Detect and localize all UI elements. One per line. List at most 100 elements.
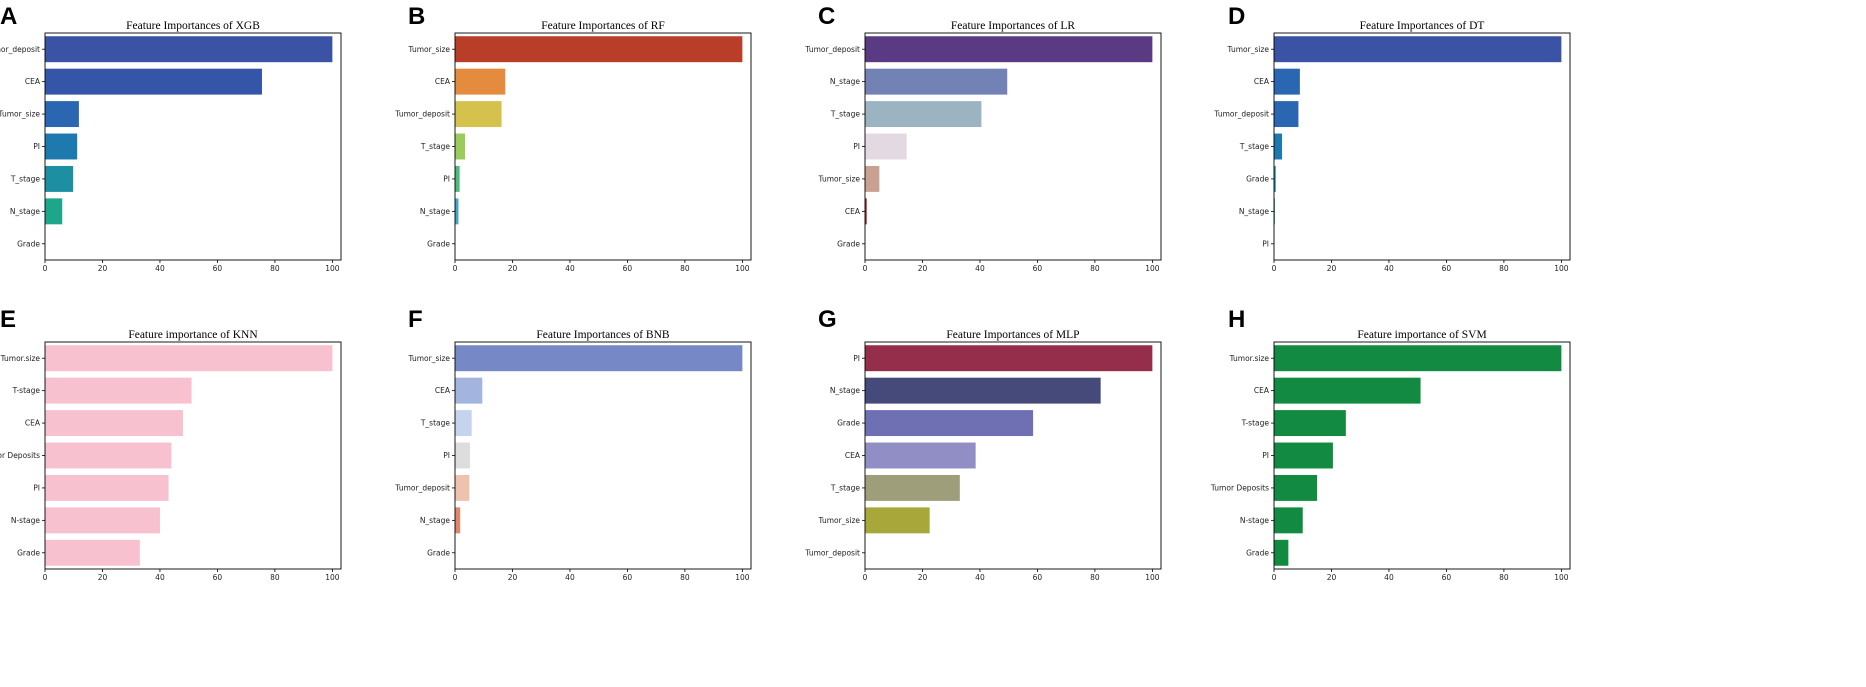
bar-tumor-size xyxy=(455,345,743,372)
chart-title: Feature importance of KNN xyxy=(128,329,258,341)
bar-tumor-size xyxy=(1274,345,1562,372)
bar-cea xyxy=(1274,68,1300,95)
axes-frame xyxy=(44,341,342,570)
bar-tumor-size xyxy=(1274,36,1562,63)
y-tick-label: T_stage xyxy=(10,175,41,184)
y-tick-label: Tumor Deposits xyxy=(0,451,40,460)
x-tick-label: 40 xyxy=(1384,573,1394,582)
x-tick-label: 60 xyxy=(1442,264,1452,273)
x-tick-label: 60 xyxy=(1442,573,1452,582)
y-tick-label: PI xyxy=(443,175,450,184)
bar-t-stage xyxy=(45,165,74,192)
y-tick-label: Tumor_deposit xyxy=(804,548,860,557)
y-tick-label: PI xyxy=(1262,451,1269,460)
y-tick-label: Tumor_size xyxy=(408,354,451,363)
bar-tumor-deposit xyxy=(455,101,502,128)
bar-t-stage xyxy=(455,133,466,160)
y-tick-label: Tumor_size xyxy=(818,516,861,525)
y-tick-label: PI xyxy=(853,354,860,363)
bar-n-stage xyxy=(45,198,63,225)
chart-title: Feature Importances of RF xyxy=(541,20,665,32)
x-tick-label: 100 xyxy=(735,573,750,582)
bar-n-stage xyxy=(45,507,160,534)
x-tick-label: 100 xyxy=(325,573,340,582)
y-tick-label: Tumor Deposits xyxy=(1210,484,1269,493)
y-tick-label: Grade xyxy=(17,548,40,557)
y-tick-label: T_stage xyxy=(830,484,861,493)
y-tick-label: Tumor_size xyxy=(0,110,40,119)
bar-n-stage xyxy=(455,198,459,225)
x-tick-label: 20 xyxy=(918,573,928,582)
bar-cea xyxy=(455,377,483,404)
bar-grade xyxy=(45,539,140,566)
y-tick-label: Tumor_deposit xyxy=(1213,110,1269,119)
chart-title: Feature Importances of BNB xyxy=(536,329,670,341)
y-tick-label: Grade xyxy=(1246,548,1269,557)
bar-tumor-deposit xyxy=(865,36,1153,63)
bar-t-stage xyxy=(1274,133,1283,160)
chart-panel-e: E Feature importance of KNN Tumor.size T-st… xyxy=(0,306,342,582)
x-tick-label: 0 xyxy=(1272,573,1277,582)
bar-t-stage xyxy=(865,474,960,501)
bar-cea xyxy=(455,68,506,95)
y-tick-label: CEA xyxy=(1254,77,1270,86)
x-tick-label: 0 xyxy=(43,264,48,273)
x-tick-label: 80 xyxy=(1090,264,1100,273)
bar-pi xyxy=(455,442,470,469)
bar-pi xyxy=(865,345,1153,372)
chart-title: Feature Importances of XGB xyxy=(126,20,260,32)
chart-title: Feature Importances of LR xyxy=(951,20,1076,32)
bar-n-stage xyxy=(865,68,1008,95)
y-tick-label: CEA xyxy=(25,77,41,86)
chart-panel-c: C Feature Importances of LR Tumor_deposit N… xyxy=(804,3,1162,273)
x-tick-label: 100 xyxy=(1145,264,1160,273)
bar-tumor-size xyxy=(865,507,930,534)
y-tick-label: N-stage xyxy=(1240,516,1270,525)
panel-letter: H xyxy=(1228,306,1245,333)
x-tick-label: 20 xyxy=(98,264,108,273)
x-tick-label: 80 xyxy=(270,573,280,582)
bar-tumor-size xyxy=(45,345,333,372)
chart-title: Feature Importances of DT xyxy=(1360,20,1485,32)
x-tick-label: 80 xyxy=(270,264,280,273)
x-tick-label: 100 xyxy=(735,264,750,273)
x-tick-label: 60 xyxy=(213,573,223,582)
panel-letter: C xyxy=(818,3,835,30)
bar-pi xyxy=(455,165,460,192)
y-tick-label: Grade xyxy=(837,419,860,428)
x-tick-label: 60 xyxy=(213,264,223,273)
bar-tumor-deposits xyxy=(45,442,172,469)
y-tick-label: CEA xyxy=(435,77,451,86)
x-tick-label: 20 xyxy=(508,573,518,582)
bar-pi xyxy=(865,133,907,160)
y-tick-label: T-stage xyxy=(1241,419,1270,428)
bar-n-stage xyxy=(865,377,1101,404)
panel-letter: D xyxy=(1228,3,1245,30)
x-tick-label: 40 xyxy=(155,573,165,582)
x-tick-label: 80 xyxy=(1499,264,1509,273)
x-tick-label: 20 xyxy=(98,573,108,582)
x-tick-label: 40 xyxy=(565,264,575,273)
bar-t-stage xyxy=(1274,410,1346,437)
y-tick-label: N_stage xyxy=(1239,207,1270,216)
y-tick-label: T_stage xyxy=(1239,142,1270,151)
x-tick-label: 20 xyxy=(918,264,928,273)
y-tick-label: Tumor_deposit xyxy=(394,110,450,119)
y-tick-label: T_stage xyxy=(420,419,451,428)
x-tick-label: 20 xyxy=(1327,573,1337,582)
y-tick-label: N_stage xyxy=(420,516,451,525)
bar-cea xyxy=(45,410,183,437)
chart-panel-a: A Feature Importances of XGB Tumor_deposit… xyxy=(0,3,342,273)
axes-frame xyxy=(864,341,1162,570)
bar-pi xyxy=(45,474,169,501)
chart-panel-g: G Feature Importances of MLP PI N_stage Grad… xyxy=(804,306,1162,582)
x-tick-label: 100 xyxy=(1554,573,1569,582)
bar-grade xyxy=(865,410,1034,437)
axes-frame xyxy=(1273,341,1571,570)
bar-tumor-size xyxy=(45,101,79,128)
panel-letter: E xyxy=(0,306,16,333)
y-tick-label: T-stage xyxy=(12,386,41,395)
y-tick-label: Tumor_deposit xyxy=(0,45,40,54)
chart-panel-f: F Feature Importances of BNB Tumor_size CEA… xyxy=(394,306,752,582)
x-tick-label: 40 xyxy=(155,264,165,273)
